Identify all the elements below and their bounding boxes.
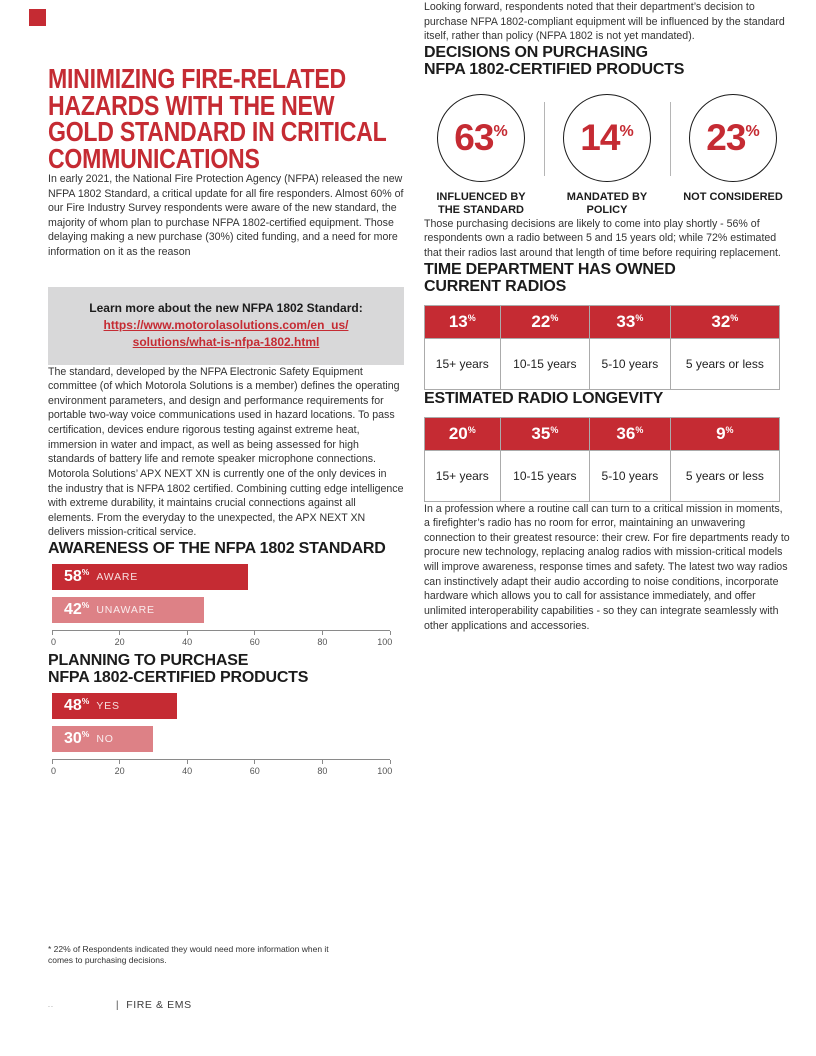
stat-influenced: 63% INFLUENCED BY THE STANDARD bbox=[424, 93, 538, 217]
percent-sign: % bbox=[619, 122, 634, 140]
apx-paragraph: Motorola Solutions’ APX NEXT XN is curre… bbox=[48, 467, 404, 539]
percent-sign: % bbox=[745, 122, 760, 140]
percent-sign: % bbox=[81, 567, 90, 578]
table-row-values: 13% 22% 33% 32% bbox=[424, 304, 781, 339]
bar-aware: 58% AWARE bbox=[52, 563, 249, 590]
bar-label: YES bbox=[96, 699, 120, 712]
x-axis: 0 20 40 60 80 100 bbox=[51, 758, 392, 781]
looking-forward-paragraph: Looking forward, respondents noted that … bbox=[424, 1, 785, 43]
percent-sign: % bbox=[550, 424, 559, 435]
percent-sign: % bbox=[81, 729, 90, 740]
awareness-chart-title: AWARENESS OF THE NFPA 1802 STANDARD bbox=[48, 539, 386, 557]
corner-accent-square bbox=[29, 9, 46, 26]
owned-radios-table: 13% 22% 33% 32% 15+ years 10-15 years 5-… bbox=[424, 304, 781, 390]
bar-no: 30% NO bbox=[52, 725, 154, 752]
bar-unaware: 42% UNAWARE bbox=[52, 596, 205, 623]
table-row-labels: 15+ years 10-15 years 5-10 years 5 years… bbox=[424, 449, 781, 502]
link-line: solutions/what-is-nfpa-1802.html bbox=[132, 334, 320, 349]
percent-sign: % bbox=[635, 312, 644, 323]
bar-label: UNAWARE bbox=[96, 603, 155, 616]
nfpa-standard-link[interactable]: https://www.motorolasolutions.com/en_us/… bbox=[66, 317, 386, 351]
page-title-line: MINIMIZING FIRE-RELATED bbox=[48, 63, 346, 94]
table-row-labels: 15+ years 10-15 years 5-10 years 5 years… bbox=[424, 337, 781, 390]
footer-divider: | bbox=[115, 999, 120, 1011]
bar-value: 48% bbox=[64, 696, 90, 715]
bar-label: NO bbox=[96, 732, 114, 745]
owned-table-title: TIME DEPARTMENT HAS OWNED CURRENT RADIOS bbox=[424, 260, 676, 295]
link-line: https://www.motorolasolutions.com/en_us/ bbox=[103, 317, 349, 332]
decision-stats: 63% INFLUENCED BY THE STANDARD 14% MANDA… bbox=[424, 93, 790, 217]
page-title: MINIMIZING FIRE-RELATED HAZARDS WITH THE… bbox=[48, 63, 404, 174]
vertical-divider bbox=[669, 101, 671, 176]
intro-paragraph: In early 2021, the National Fire Protect… bbox=[48, 173, 404, 259]
bar-value: 58% bbox=[64, 567, 90, 586]
footer-label: | FIRE & EMS bbox=[115, 999, 192, 1011]
callout-heading: Learn more about the new NFPA 1802 Stand… bbox=[89, 300, 363, 315]
percent-sign: % bbox=[81, 600, 90, 611]
awareness-bar-chart: 58% AWARE 42% UNAWARE 0 20 40 60 80 100 bbox=[51, 563, 392, 652]
vertical-divider bbox=[543, 101, 545, 176]
planning-bar-chart: 48% YES 30% NO 0 20 40 60 80 100 bbox=[51, 692, 392, 781]
right-column: Looking forward, respondents noted that … bbox=[424, 0, 790, 633]
stat-circle: 14% bbox=[563, 93, 651, 182]
standard-paragraph: The standard, developed by the NFPA Elec… bbox=[48, 365, 400, 466]
purchasing-paragraph: Those purchasing decisions are likely to… bbox=[424, 217, 781, 260]
page-footer: .. | FIRE & EMS bbox=[48, 999, 192, 1011]
decisions-title: DECISIONS ON PURCHASING NFPA 1802-CERTIF… bbox=[424, 43, 685, 78]
page-title-line: COMMUNICATIONS bbox=[48, 142, 260, 174]
footer-mark: .. bbox=[48, 1001, 54, 1009]
stat-not-considered: 23% NOT CONSIDERED bbox=[676, 93, 790, 204]
table-row-values: 20% 35% 36% 9% bbox=[424, 416, 781, 451]
learn-more-callout: Learn more about the new NFPA 1802 Stand… bbox=[48, 286, 404, 365]
radio-longevity-table: 20% 35% 36% 9% 15+ years 10-15 years 5-1… bbox=[424, 416, 781, 502]
footnote: * 22% of Respondents indicated they woul… bbox=[48, 944, 329, 965]
percent-sign: % bbox=[550, 312, 559, 323]
longevity-table-title: ESTIMATED RADIO LONGEVITY bbox=[424, 389, 664, 407]
percent-sign: % bbox=[467, 312, 476, 323]
stat-mandated: 14% MANDATED BY POLICY bbox=[550, 93, 664, 217]
bar-yes: 48% YES bbox=[52, 692, 178, 719]
percent-sign: % bbox=[467, 424, 476, 435]
percent-sign: % bbox=[725, 424, 734, 435]
stat-label: NOT CONSIDERED bbox=[683, 190, 783, 203]
percent-sign: % bbox=[81, 696, 90, 707]
bar-value: 30% bbox=[64, 729, 90, 748]
page-title-line: GOLD STANDARD IN CRITICAL bbox=[48, 116, 387, 147]
stat-label: MANDATED BY POLICY bbox=[566, 190, 648, 216]
percent-sign: % bbox=[635, 424, 644, 435]
closing-paragraph: In a profession where a routine call can… bbox=[424, 502, 790, 632]
bar-value: 42% bbox=[64, 600, 90, 619]
stat-label: INFLUENCED BY THE STANDARD bbox=[436, 190, 526, 216]
x-axis: 0 20 40 60 80 100 bbox=[51, 629, 392, 652]
stat-circle: 63% bbox=[437, 93, 525, 182]
stat-circle: 23% bbox=[689, 93, 777, 182]
left-column: MINIMIZING FIRE-RELATED HAZARDS WITH THE… bbox=[48, 0, 404, 781]
page-title-line: HAZARDS WITH THE NEW bbox=[48, 89, 335, 121]
planning-chart-title: PLANNING TO PURCHASE NFPA 1802-CERTIFIED… bbox=[48, 651, 309, 686]
bar-label: AWARE bbox=[96, 570, 139, 583]
percent-sign: % bbox=[493, 122, 508, 140]
percent-sign: % bbox=[730, 312, 739, 323]
